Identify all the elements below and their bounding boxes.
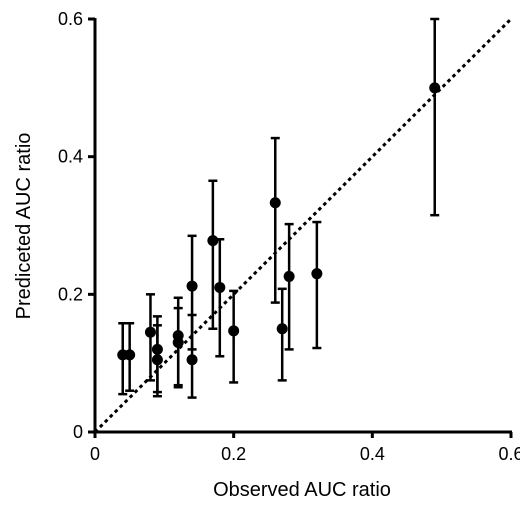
plot-area [93, 17, 513, 434]
y-axis-title: Prediceted AUC ratio [13, 133, 35, 320]
x-axis-title: Observed AUC ratio [213, 479, 391, 501]
y-tick-label: 0.2 [58, 284, 83, 304]
axes: 0 0.2 0.4 0.6 0 0.2 0.4 0.6 [58, 9, 520, 464]
x-tick-label: 0 [90, 444, 100, 464]
data-point [124, 349, 136, 361]
x-tick-label: 0.2 [221, 444, 246, 464]
data-point [172, 337, 184, 349]
data-point [276, 323, 288, 335]
y-tick-label: 0.6 [58, 9, 83, 29]
data-point [283, 270, 295, 282]
data-point [144, 326, 156, 338]
data-point [207, 235, 219, 247]
data-point [186, 280, 198, 292]
x-tick-label: 0.6 [498, 444, 520, 464]
data-point [228, 325, 240, 337]
data-point [186, 354, 198, 366]
data-point [429, 82, 441, 94]
data-point [151, 354, 163, 366]
data-point [311, 268, 323, 280]
y-tick-label: 0 [73, 422, 83, 442]
x-tick-label: 0.4 [360, 444, 385, 464]
data-point [214, 281, 226, 293]
y-tick-label: 0.4 [58, 147, 83, 167]
data-point [269, 197, 281, 209]
